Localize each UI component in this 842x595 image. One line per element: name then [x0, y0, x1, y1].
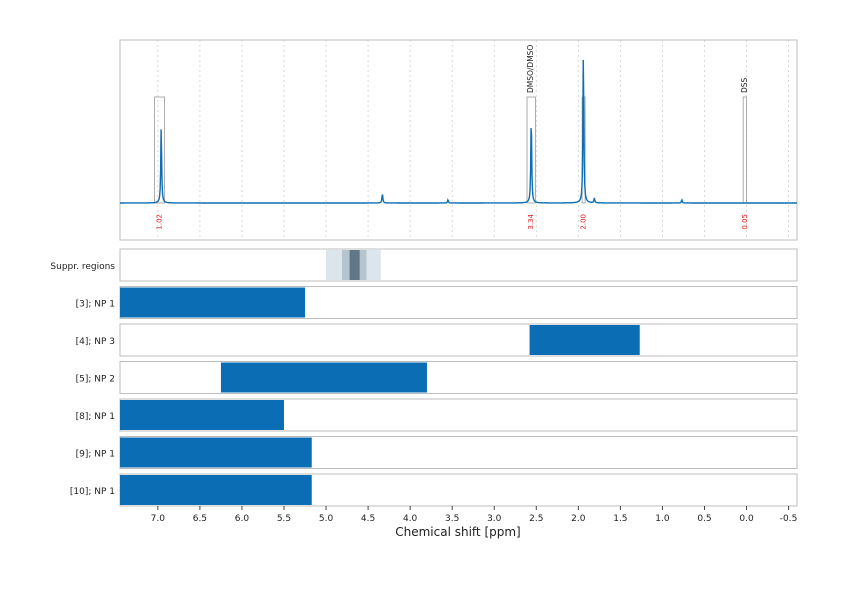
x-tick-label: 7.0 — [151, 514, 166, 524]
signal-region-box — [154, 96, 165, 204]
range-bar — [120, 437, 312, 468]
range-rows: Suppr. regions [3]; NP 1 [4]; NP 3 [5]; NP … — [50, 248, 798, 507]
range-row: [10]; NP 1 — [70, 473, 798, 507]
row-label: Suppr. regions — [50, 262, 115, 272]
range-bar — [529, 325, 640, 355]
range-bar — [120, 400, 284, 430]
x-tick-label: 6.5 — [193, 514, 207, 524]
range-row: [9]; NP 1 — [76, 436, 798, 469]
row-label: [3]; NP 1 — [76, 300, 115, 310]
x-tick-label: 5.5 — [277, 514, 291, 524]
suppression-row: Suppr. regions — [50, 248, 798, 282]
x-axis-label: Chemical shift [ppm] — [395, 525, 521, 539]
x-tick-label: 0.5 — [697, 514, 711, 524]
spectrum-line — [120, 59, 797, 204]
signal-integral-label: 0.05 — [741, 214, 749, 230]
row-label: [10]; NP 1 — [70, 487, 115, 497]
x-tick-label: 1.5 — [613, 514, 627, 524]
row-frame — [119, 248, 798, 282]
range-row: [5]; NP 2 — [76, 361, 798, 394]
x-axis: 7.0 6.5 6.0 5.5 5.0 4.5 4.0 3.5 3.0 2.5 2.0 1.5 1.0 0… — [151, 506, 798, 524]
x-tick-label: 0.0 — [739, 514, 754, 524]
range-row: [3]; NP 1 — [76, 286, 798, 319]
suppression-band — [349, 250, 360, 280]
gridlines — [157, 40, 789, 240]
signal-region-box — [742, 96, 747, 204]
range-bar — [120, 475, 312, 505]
x-tick-label: 1.0 — [655, 514, 670, 524]
range-row: [8]; NP 1 — [76, 398, 798, 432]
x-tick-label: 6.0 — [235, 514, 250, 524]
spectrum-panel: 1.02 3.34 DMSO/DMSO 2.00 0.05 DSS — [119, 39, 798, 241]
signal-region-box — [526, 96, 536, 204]
signal-integral-label: 1.02 — [156, 214, 164, 230]
x-tick-label: 5.0 — [319, 514, 334, 524]
spectrum-frame — [119, 39, 798, 241]
x-tick-label: 2.5 — [529, 514, 543, 524]
row-frame — [119, 323, 798, 357]
x-tick-label: 4.0 — [403, 514, 418, 524]
range-bar — [120, 287, 306, 318]
row-label: [5]; NP 2 — [76, 375, 115, 385]
signal-annotation: DMSO/DMSO — [526, 45, 535, 93]
row-label: [9]; NP 1 — [76, 450, 115, 460]
x-tick-label: 2.0 — [571, 514, 586, 524]
x-tick-label: 4.5 — [361, 514, 375, 524]
x-tick-label: -0.5 — [780, 514, 798, 524]
x-tick-label: 3.0 — [487, 514, 502, 524]
row-label: [4]; NP 3 — [76, 337, 115, 347]
signal-integral-label: 2.00 — [580, 214, 588, 230]
row-label: [8]; NP 1 — [76, 412, 115, 422]
signal-annotation: DSS — [740, 77, 749, 93]
x-tick-label: 3.5 — [445, 514, 459, 524]
range-row: [4]; NP 3 — [76, 323, 798, 357]
signal-integral-label: 3.34 — [527, 213, 535, 229]
range-bar — [220, 362, 427, 393]
